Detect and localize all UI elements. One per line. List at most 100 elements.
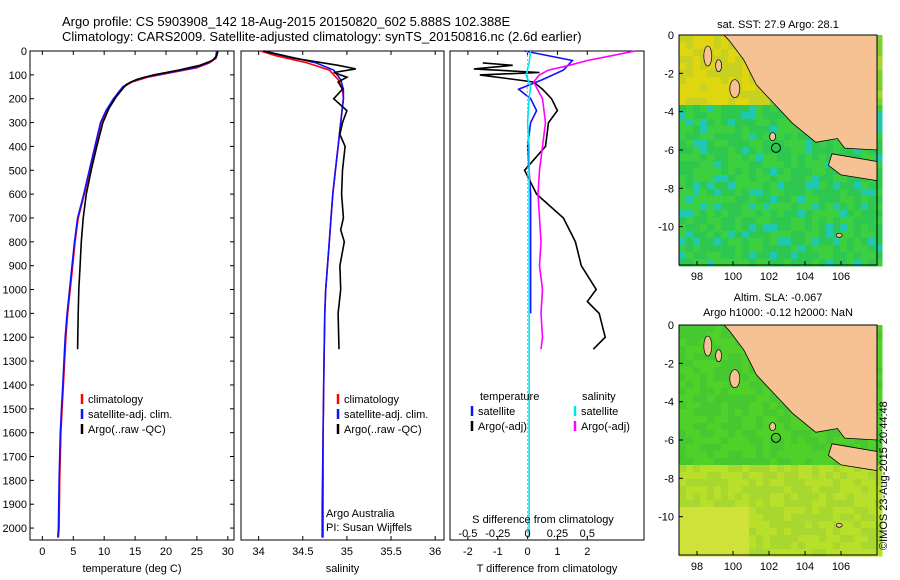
difference-xtick-label: 1 bbox=[554, 546, 560, 558]
depth-tick-label: 100 bbox=[9, 70, 27, 82]
depth-tick-label: 0 bbox=[21, 46, 27, 58]
depth-tick-label: 1200 bbox=[3, 332, 27, 344]
salinity-series-0 bbox=[260, 50, 345, 538]
salinity-legend-label: climatology bbox=[344, 394, 400, 406]
imos-timestamp: ©IMOS 23-Aug-2015 20:44:48 bbox=[878, 401, 890, 550]
sst_map-land-java bbox=[827, 153, 878, 182]
difference-legend-label: satellite bbox=[581, 406, 618, 418]
sla_map-ytick-label: -6 bbox=[664, 435, 674, 447]
depth-tick-label: 600 bbox=[9, 189, 27, 201]
difference-series-1 bbox=[473, 62, 607, 350]
difference-xtick-label: 2 bbox=[584, 546, 590, 558]
sla_map-argo-marker bbox=[770, 432, 781, 443]
depth-tick-label: 200 bbox=[9, 94, 27, 106]
depth-tick-label: 1300 bbox=[3, 356, 27, 368]
sst_map-xtick-label: 106 bbox=[832, 271, 850, 283]
sla_map-xtick-label: 98 bbox=[691, 561, 703, 573]
sst_map-ytick-label: -6 bbox=[664, 145, 674, 157]
sdiff-tick-label: 0 bbox=[525, 528, 531, 540]
sst_map-xtick-label: 100 bbox=[724, 271, 742, 283]
difference-legend-label: Argo(-adj) bbox=[478, 421, 527, 433]
temperature-xtick-label: 15 bbox=[129, 546, 141, 558]
depth-tick-label: 1100 bbox=[3, 308, 27, 320]
depth-tick-label: 1700 bbox=[3, 452, 27, 464]
salinity-series-2 bbox=[262, 50, 356, 350]
sst_map-xtick-label: 104 bbox=[796, 271, 814, 283]
salinity-annotation-line2: PI: Susan Wijffels bbox=[326, 522, 412, 534]
salinity-xtick-label: 34.5 bbox=[292, 546, 313, 558]
sla-map-subtitle: Argo h1000: -0.12 h2000: NaN bbox=[703, 307, 853, 319]
difference-series-2 bbox=[525, 50, 532, 538]
difference-legend-label: Argo(-adj) bbox=[581, 421, 630, 433]
temperature-xtick-label: 5 bbox=[70, 546, 76, 558]
depth-tick-label: 1800 bbox=[3, 475, 27, 487]
sst_map-island bbox=[835, 232, 843, 238]
sla_map-ytick-label: 0 bbox=[668, 320, 674, 332]
salinity-annotation-line1: Argo Australia bbox=[326, 508, 395, 520]
sdiff-tick-label: 0.25 bbox=[547, 528, 568, 540]
sst_map-ytick-label: -2 bbox=[664, 68, 674, 80]
salinity-legend-label: satellite-adj. clim. bbox=[344, 409, 428, 421]
sdiff-tick-label: -0.5 bbox=[458, 528, 477, 540]
sst_map-ytick-label: -4 bbox=[664, 107, 674, 119]
sla_map-island bbox=[715, 349, 722, 363]
sla_map-xtick-label: 102 bbox=[760, 561, 778, 573]
temperature-xtick-label: 20 bbox=[160, 546, 172, 558]
difference-legend-title-temperature: temperature bbox=[480, 391, 539, 403]
sla_map-title: Altim. SLA: -0.067 bbox=[734, 292, 823, 304]
sla_map-island bbox=[703, 335, 713, 357]
salinity-xtick-label: 36 bbox=[429, 546, 441, 558]
sst_map-ytick-label: 0 bbox=[668, 30, 674, 42]
sla_map-land-java bbox=[827, 443, 878, 472]
sst_map-island bbox=[769, 132, 776, 141]
depth-tick-label: 500 bbox=[9, 165, 27, 177]
temperature-frame bbox=[29, 50, 235, 541]
temperature-legend-label: climatology bbox=[88, 394, 144, 406]
sst_map-ytick-label: -8 bbox=[664, 183, 674, 195]
temperature-legend-label: Argo(..raw -QC) bbox=[88, 424, 166, 436]
salinity-xtick-label: 35 bbox=[341, 546, 353, 558]
sla_map-island bbox=[729, 369, 741, 389]
salinity-xlabel: salinity bbox=[326, 563, 360, 575]
temperature-xtick-label: 30 bbox=[222, 546, 234, 558]
temperature-xlabel: temperature (deg C) bbox=[82, 563, 181, 575]
difference-xlabel: T difference from climatology bbox=[477, 563, 618, 575]
depth-tick-label: 1400 bbox=[3, 380, 27, 392]
sst_map-xtick-label: 98 bbox=[691, 271, 703, 283]
sla_map-island bbox=[835, 522, 843, 528]
depth-tick-label: 400 bbox=[9, 141, 27, 153]
sst_map-island bbox=[729, 79, 741, 99]
depth-tick-label: 800 bbox=[9, 237, 27, 249]
salinity-xtick-label: 34 bbox=[253, 546, 265, 558]
figure-title-line2: Climatology: CARS2009. Satellite-adjuste… bbox=[62, 29, 582, 44]
depth-tick-label: 1000 bbox=[3, 285, 27, 297]
difference-series-3 bbox=[532, 50, 636, 350]
sdiff-tick-label: -0.25 bbox=[485, 528, 510, 540]
sla_map-xtick-label: 106 bbox=[832, 561, 850, 573]
salinity-series-1 bbox=[263, 50, 345, 538]
depth-tick-label: 1600 bbox=[3, 428, 27, 440]
salinity-frame bbox=[240, 50, 445, 541]
difference-series-0 bbox=[517, 50, 574, 314]
sla_map-xtick-label: 100 bbox=[724, 561, 742, 573]
sst_map-island bbox=[715, 59, 722, 73]
depth-tick-label: 1500 bbox=[3, 404, 27, 416]
sst_map-island bbox=[703, 45, 713, 67]
difference-frame bbox=[449, 50, 645, 541]
sst_map-argo-marker bbox=[770, 142, 781, 153]
sst_map-ytick-label: -10 bbox=[658, 222, 674, 234]
temperature-xtick-label: 0 bbox=[39, 546, 45, 558]
sla_map-ytick-label: -4 bbox=[664, 397, 674, 409]
figure-title-line1: Argo profile: CS 5903908_142 18-Aug-2015… bbox=[62, 14, 511, 29]
sst_map-title: sat. SST: 27.9 Argo: 28.1 bbox=[717, 19, 839, 31]
sla_map-island bbox=[769, 422, 776, 431]
sla_map-ytick-label: -8 bbox=[664, 473, 674, 485]
temperature-xtick-label: 25 bbox=[191, 546, 203, 558]
salinity-xtick-label: 35.5 bbox=[380, 546, 401, 558]
temperature-series-1 bbox=[57, 50, 218, 538]
temperature-legend-label: satellite-adj. clim. bbox=[88, 409, 172, 421]
difference-xtick-label: -2 bbox=[463, 546, 473, 558]
sdiff-label: S difference from climatology bbox=[472, 514, 614, 526]
difference-xtick-label: -1 bbox=[493, 546, 503, 558]
